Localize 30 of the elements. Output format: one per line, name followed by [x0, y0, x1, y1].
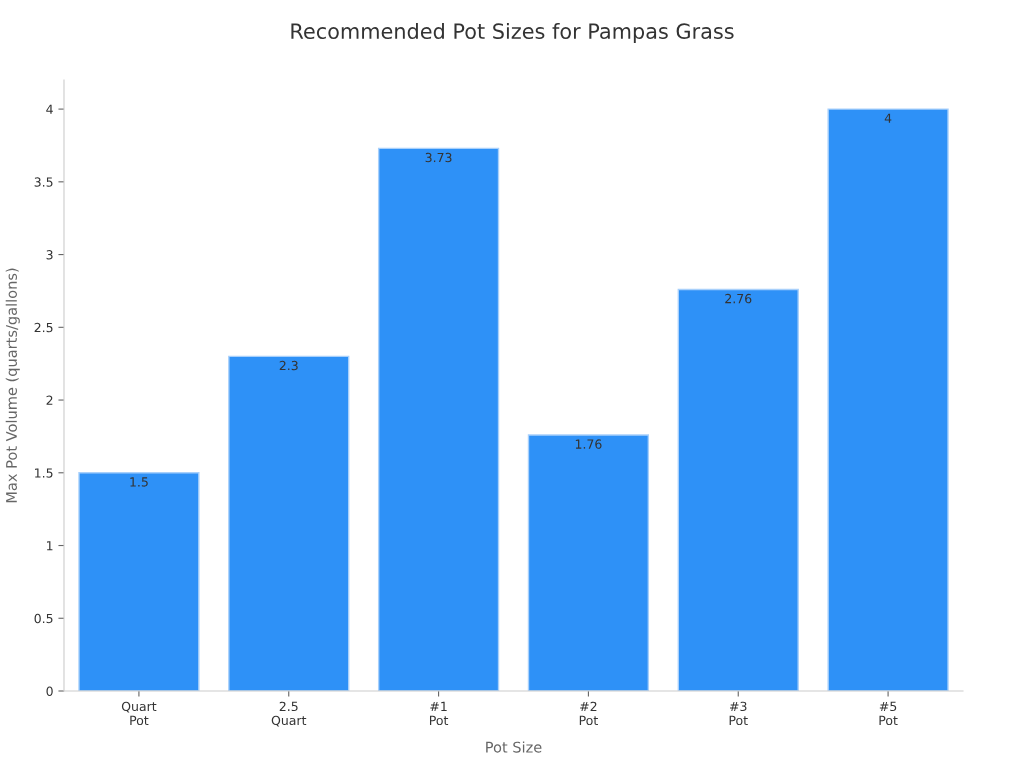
y-tick-label: 3.5 [34, 177, 53, 187]
data-label: 1.5 [130, 477, 148, 487]
x-tick-label: 2.5 Quart [271, 701, 307, 727]
y-tick-label: 1 [47, 541, 53, 551]
bar [377, 147, 500, 691]
bar [78, 472, 200, 691]
x-tick-label: #2 Pot [579, 701, 598, 726]
chart-title: Recommended Pot Sizes for Pampas Grass [291, 22, 734, 44]
data-label: 2.3 [279, 360, 298, 371]
y-tick-label: 2 [46, 395, 53, 405]
bar [228, 355, 350, 691]
data-label: 3.73 [425, 152, 452, 163]
y-tick-label: 1.5 [35, 468, 53, 478]
bar [677, 288, 799, 691]
bar [527, 434, 650, 691]
x-axis-title: Pot Size [486, 741, 542, 753]
y-tick-label: 0.5 [34, 613, 53, 624]
y-tick-label: 2.5 [34, 322, 53, 333]
bar [827, 108, 949, 691]
data-label: 2.76 [725, 293, 752, 304]
x-tick-label: Quart Pot [121, 701, 157, 726]
y-tick-label: 4 [46, 104, 53, 114]
y-tick-label: 3 [46, 250, 53, 260]
data-label: 4 [884, 113, 892, 123]
x-tick-label: #1 Pot [429, 701, 449, 726]
x-tick-label: #3 Pot [729, 701, 748, 726]
y-tick-label: 0 [46, 686, 53, 696]
x-tick-label: #5 Pot [879, 701, 898, 726]
y-axis-title: Max Pot Volume (quarts/gallons) [5, 268, 20, 503]
data-label: 1.76 [575, 439, 602, 449]
